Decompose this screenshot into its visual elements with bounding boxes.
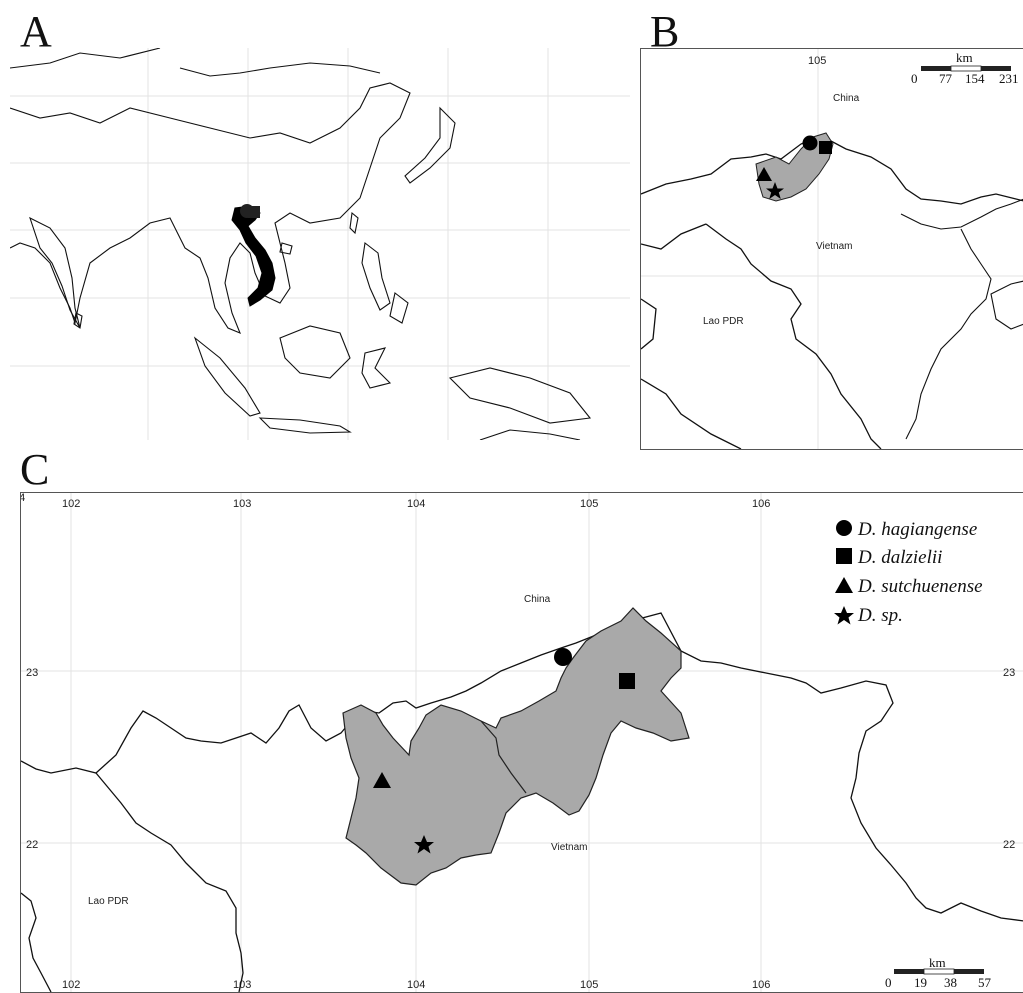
vietnam-laos-border: [95, 772, 244, 992]
scale-tick: 19: [914, 975, 927, 990]
panel-a-letter: A: [20, 7, 52, 56]
hainan: [279, 242, 293, 255]
legend-label-dalzielii: D. dalzielii: [857, 547, 942, 568]
occurrence-square-marker: [248, 206, 260, 218]
legend-star-icon: [834, 606, 854, 625]
laos-western-border: [21, 892, 52, 992]
gulf-of-tonkin-coast: [900, 198, 1023, 440]
marker-d-hagiangense: [802, 135, 818, 151]
panel-c-letter: C: [20, 445, 50, 494]
place-label-china: China: [524, 594, 551, 605]
lat-label-left-24: 24: [21, 493, 25, 504]
lat-label-left-22: 22: [26, 839, 38, 851]
vietnam-laos-border: [705, 223, 882, 449]
china-vietnam-border: [21, 612, 1023, 922]
laos-southern-border: [641, 298, 657, 350]
marker-d-hagiangense: [554, 648, 572, 666]
lon-label-top-105: 105: [580, 498, 598, 510]
lon-label-bottom-102: 102: [62, 979, 80, 991]
place-label-vietnam: Vietnam: [816, 241, 853, 252]
sri-lanka: [73, 312, 83, 329]
legend-label-hagiangense: D. hagiangense: [857, 519, 977, 540]
legend-triangle-icon: [835, 577, 853, 593]
lon-label-top-104: 104: [407, 498, 425, 510]
scale-tick: 57: [978, 975, 992, 990]
scale-bar-unit: km: [956, 50, 973, 65]
panel-c-map: 102 103 104 105 106 102 103 104 105 106 …: [20, 492, 1023, 993]
district-divider: [480, 720, 527, 794]
lon-label-bottom-106: 106: [752, 979, 770, 991]
lon-label-bottom-104: 104: [407, 979, 425, 991]
legend-circle-icon: [836, 520, 852, 536]
india-outline: [29, 216, 81, 329]
marker-d-sp: [414, 835, 434, 854]
laos-china-border: [641, 223, 707, 250]
graticule: [641, 49, 1023, 449]
marker-d-dalzielii: [619, 673, 635, 689]
panel-a-map: [10, 48, 630, 440]
china-vietnam-border: [641, 136, 1023, 205]
marker-d-sutchuenense: [756, 167, 772, 181]
legend-square-icon: [836, 548, 852, 564]
north-vietnam-map: 105 km 0 77 154 231 China Vietnam Lao PD…: [641, 49, 1023, 449]
ha-giang-province: [342, 607, 690, 886]
scale-tick: 231: [999, 71, 1019, 86]
asia-coastline: [10, 48, 411, 335]
place-label-vietnam: Vietnam: [551, 842, 588, 853]
legend-label-sutchuenense: D. sutchuenense: [857, 576, 983, 597]
philippines: [361, 241, 409, 324]
scale-bar-unit: km: [929, 955, 946, 970]
myanmar-laos-border: [641, 378, 742, 449]
panel-b-map: 105 km 0 77 154 231 China Vietnam Lao PD…: [640, 48, 1023, 450]
marker-d-sp: [766, 182, 784, 199]
scale-bar: km 0 77 154 231: [911, 50, 1019, 86]
asia-overview-map: [10, 48, 630, 440]
japan: [404, 106, 456, 184]
species-legend: D. hagiangense D. dalzielii D. sutchuene…: [834, 519, 983, 626]
lon-label-bottom-103: 103: [233, 979, 251, 991]
ha-giang-detail-map: 102 103 104 105 106 102 103 104 105 106 …: [21, 493, 1023, 992]
java: [258, 417, 352, 434]
russia-north: [179, 62, 381, 77]
new-guinea: [448, 367, 592, 424]
lon-label-top-103: 103: [233, 498, 251, 510]
legend-label-sp: D. sp.: [857, 605, 903, 626]
lat-label-right-22: 22: [1003, 839, 1015, 851]
panel-b-letter: B: [650, 7, 680, 56]
lat-label-left-23: 23: [26, 667, 38, 679]
place-label-china: China: [833, 93, 860, 104]
vietnam-highlight: [231, 205, 276, 307]
scale-tick: 154: [965, 71, 985, 86]
graticule: [21, 493, 1023, 992]
lon-label-bottom-105: 105: [580, 979, 598, 991]
place-label-laos: Lao PDR: [88, 896, 129, 907]
lon-label-105: 105: [808, 55, 826, 67]
borneo: [279, 325, 351, 379]
marker-d-sutchuenense: [373, 772, 391, 788]
place-label-laos: Lao PDR: [703, 316, 744, 327]
scale-bar: km 0 19 38 57: [885, 955, 992, 990]
sulawesi: [361, 347, 392, 389]
scale-tick: 0: [885, 975, 892, 990]
lon-label-top-102: 102: [62, 498, 80, 510]
lat-label-right-23: 23: [1003, 667, 1015, 679]
australia-north: [479, 429, 581, 440]
marker-d-dalzielii: [819, 141, 832, 154]
scale-tick: 38: [944, 975, 957, 990]
lon-label-top-106: 106: [752, 498, 770, 510]
sumatra: [193, 336, 261, 417]
hainan-outline: [990, 280, 1023, 330]
taiwan: [349, 211, 359, 235]
scale-tick: 0: [911, 71, 918, 86]
scale-tick: 77: [939, 71, 953, 86]
